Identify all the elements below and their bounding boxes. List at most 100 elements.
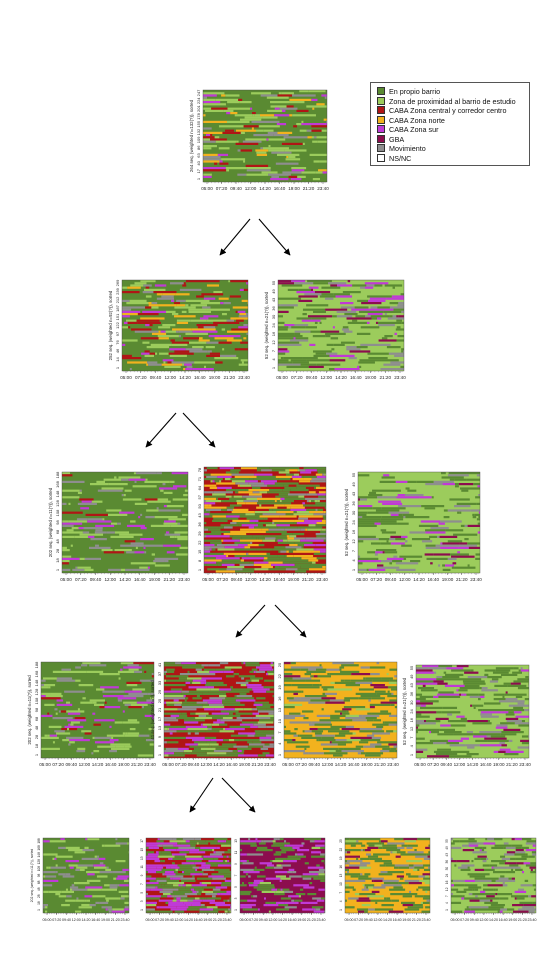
sequence-segment [319, 321, 322, 324]
sequence-segment [176, 717, 196, 720]
sequence-segment [146, 908, 155, 911]
sequence-segment [120, 662, 134, 665]
sequence-segment [254, 866, 257, 869]
sequence-index-plot: 05:00 07:20 09:40 12:00 14:20 16:40 19:00 21:20… [445, 837, 537, 922]
sequence-segment [194, 888, 204, 891]
sequence-segment [209, 901, 226, 904]
sequence-segment [89, 546, 111, 549]
sequence-segment [212, 493, 226, 496]
y-axis-label: 202 seq. (weighted n=11(?)), sorted [48, 487, 53, 557]
sequence-segment [514, 897, 517, 900]
sequence-segment [382, 502, 403, 505]
sequence-segment [388, 352, 404, 355]
sequence-segment [274, 871, 288, 874]
sequence-segment [358, 310, 384, 313]
y-tick-label: 25 [339, 839, 343, 843]
sequence-segment [401, 321, 404, 324]
sequence-segment [203, 855, 208, 858]
sequence-segment [87, 873, 95, 876]
sequence-segment [208, 745, 212, 748]
sequence-segment [203, 92, 225, 95]
sequence-segment [400, 308, 404, 311]
sequence-segment [185, 884, 192, 887]
sequence-segment [144, 480, 170, 483]
sequence-segment [432, 742, 447, 745]
sequence-segment [462, 844, 470, 847]
sequence-segment [266, 734, 274, 737]
sequence-segment [493, 698, 506, 701]
sequence-segment [506, 851, 516, 854]
sequence-segment [391, 688, 397, 691]
sequence-segment [496, 724, 508, 727]
y-tick-label: 76 [115, 340, 120, 345]
sequence-segment [466, 472, 480, 475]
sequence-segment [191, 739, 211, 742]
sequence-segment [117, 670, 135, 673]
sequence-segment [370, 315, 390, 318]
sequence-segment [475, 739, 488, 742]
y-tick-label: 12 [271, 340, 276, 345]
sequence-segment [253, 526, 278, 529]
sequence-segment [91, 500, 103, 503]
sequence-segment [146, 875, 152, 878]
sequence-segment [213, 491, 233, 494]
sequence-segment [238, 732, 256, 735]
sequence-segment [262, 116, 278, 119]
sequence-segment [491, 678, 499, 681]
sequence-segment [65, 846, 80, 849]
sequence-segment [193, 747, 196, 750]
sequence-segment [173, 844, 191, 847]
sequence-segment [164, 754, 169, 757]
sequence-segment [231, 473, 255, 476]
sequence-segment [48, 725, 62, 728]
sequence-segment [127, 286, 141, 289]
sequence-segment [369, 703, 391, 706]
sequence-segment [506, 720, 522, 723]
sequence-segment [278, 337, 294, 340]
sequence-segment [81, 904, 90, 907]
sequence-segment [227, 517, 232, 520]
legend-label: Zona de proximidad al barrio de estudio [389, 96, 516, 106]
sequence-segment [321, 686, 324, 689]
sequence-segment [218, 147, 230, 150]
sequence-segment [387, 686, 397, 689]
tree-arrow [221, 777, 256, 813]
sequence-segment [224, 546, 245, 549]
sequence-segment [89, 904, 96, 907]
sequence-segment [310, 675, 314, 678]
sequence-segment [195, 846, 201, 849]
sequence-segment [397, 335, 404, 338]
sequence-segment [309, 343, 316, 346]
sequence-segment [243, 337, 247, 340]
sequence-segment [201, 293, 224, 296]
sequence-segment [210, 480, 213, 483]
sequence-segment [456, 665, 469, 668]
sequence-segment [267, 670, 274, 673]
sequence-segment [339, 666, 345, 669]
sequence-segment [349, 838, 366, 841]
sequence-segment [61, 668, 72, 671]
y-tick-label: 14 [115, 357, 120, 362]
sequence-segment [278, 904, 286, 907]
sequence-segment [364, 910, 368, 913]
sequence-segment [275, 475, 292, 478]
sequence-segment [164, 684, 186, 687]
sequence-segment [154, 284, 167, 287]
sequence-segment [94, 719, 115, 722]
sequence-segment [234, 555, 255, 558]
sequence-segment [318, 491, 326, 494]
sequence-segment [284, 684, 292, 687]
sequence-segment [209, 743, 219, 746]
sequence-segment [171, 895, 175, 898]
sequence-segment [122, 354, 132, 357]
sequence-segment [222, 739, 229, 742]
sequence-segment [223, 703, 245, 706]
sequence-segment [176, 906, 189, 909]
sequence-segment [249, 670, 254, 673]
sequence-segment [524, 879, 529, 882]
sequence-segment [126, 681, 142, 684]
sequence-segment [214, 337, 234, 340]
x-tick-label: 19:00 [118, 762, 130, 767]
sequence-segment [287, 855, 297, 858]
x-tick-label: 21:20 [374, 762, 386, 767]
